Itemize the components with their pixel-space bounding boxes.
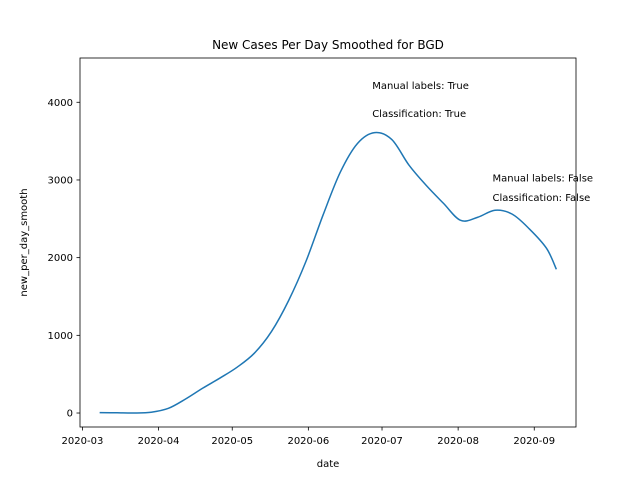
x-tick-label: 2020-07 — [361, 436, 403, 447]
annotation-label: Manual labels: True — [372, 81, 469, 92]
y-axis: 0 1000 2000 3000 4000 — [48, 98, 80, 420]
chart-title: New Cases Per Day Smoothed for BGD — [212, 38, 444, 52]
annotation-label: Classification: False — [493, 193, 591, 204]
annotation-label: Manual labels: False — [493, 174, 594, 185]
x-tick-label: 2020-05 — [211, 436, 253, 447]
y-axis-label: new_per_day_smooth — [19, 188, 30, 296]
plot-frame — [79, 57, 577, 428]
y-tick-label: 4000 — [48, 98, 73, 109]
y-tick-label: 1000 — [48, 331, 73, 342]
series-layer — [99, 131, 558, 414]
x-axis: 2020-03 2020-04 2020-05 2020-06 2020-07 2020-… — [62, 427, 555, 447]
x-tick-label: 2020-04 — [138, 436, 180, 447]
series-line-0 — [99, 131, 558, 414]
y-tick-label: 3000 — [48, 176, 73, 187]
x-tick-label: 2020-03 — [62, 436, 104, 447]
x-tick-label: 2020-08 — [437, 436, 479, 447]
y-tick-label: 2000 — [48, 253, 73, 264]
x-tick-label: 2020-09 — [513, 436, 555, 447]
x-tick-label: 2020-06 — [287, 436, 329, 447]
annotation-label: Classification: True — [372, 109, 466, 120]
y-tick-label: 0 — [67, 409, 73, 420]
annotations: Manual labels: True Classification: True M… — [372, 81, 593, 204]
x-axis-label: date — [317, 459, 340, 470]
